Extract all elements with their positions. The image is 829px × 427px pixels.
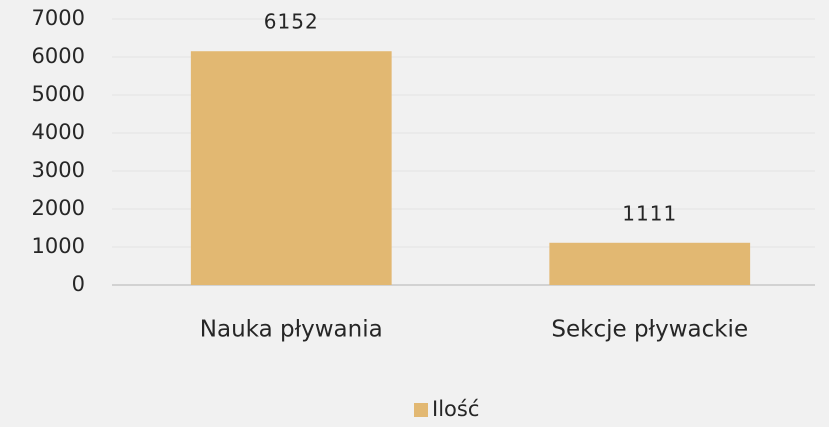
y-tick-label: 0 [72,272,85,296]
x-tick-label: Nauka pływania [200,317,383,343]
bar [549,242,751,285]
y-tick-label: 4000 [32,120,85,144]
bar [190,51,392,285]
y-tick-label: 6000 [32,44,85,68]
y-tick-label: 5000 [32,82,85,106]
data-label: 6152 [264,10,319,34]
legend-label: Ilość [432,397,479,421]
y-tick-label: 7000 [32,6,85,30]
x-tick-label: Sekcje pływackie [551,317,748,343]
y-tick-label: 3000 [32,158,85,182]
legend-swatch [414,403,428,417]
data-label: 1111 [622,201,677,225]
y-tick-label: 2000 [32,196,85,220]
y-tick-label: 1000 [32,234,85,258]
